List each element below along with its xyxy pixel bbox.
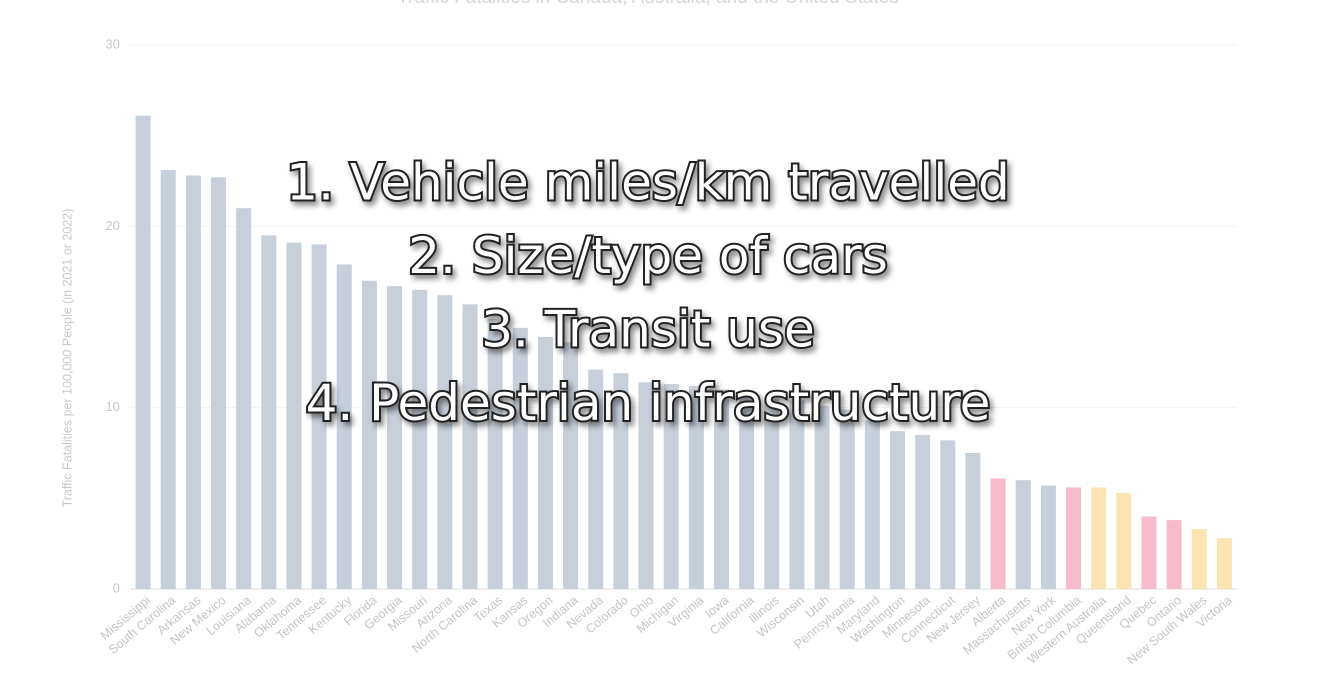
- bar: [160, 170, 176, 589]
- bar: [487, 318, 503, 589]
- bar: [915, 434, 931, 589]
- bar: [1216, 538, 1232, 589]
- bar: [563, 342, 579, 589]
- bar: [236, 208, 252, 589]
- bar: [713, 389, 729, 589]
- y-tick-label: 30: [106, 36, 120, 51]
- bar: [336, 264, 352, 589]
- bar: [1040, 485, 1056, 589]
- overlay-text: 2. Size/type of cars: [408, 227, 888, 285]
- bar: [688, 385, 704, 589]
- overlay-text: 3. Transit use: [481, 301, 815, 359]
- overlay-text: 4. Pedestrian infrastructure: [306, 374, 991, 432]
- bar: [211, 177, 227, 589]
- bar: [311, 244, 327, 589]
- bar: [1116, 492, 1132, 589]
- bar: [1191, 529, 1207, 589]
- bar: [965, 453, 981, 589]
- bar: [814, 405, 830, 589]
- overlay-text: 1. Vehicle miles/km travelled: [286, 154, 1009, 212]
- bar: [512, 327, 528, 589]
- bar: [588, 369, 604, 589]
- bar: [361, 280, 377, 589]
- bar: [462, 304, 478, 589]
- bar: [739, 393, 755, 589]
- bar: [135, 115, 151, 589]
- bar: [412, 289, 428, 589]
- y-axis-label: Traffic Fatalities per 100,000 People (i…: [60, 209, 74, 508]
- bar: [839, 409, 855, 589]
- y-tick-label: 20: [106, 218, 120, 233]
- bar: [890, 431, 906, 589]
- bar: [638, 382, 654, 589]
- bar: [261, 235, 277, 589]
- bar: [864, 420, 880, 589]
- bar: [789, 400, 805, 589]
- bar: [387, 286, 403, 589]
- bar: [185, 175, 201, 589]
- bar: [1166, 520, 1182, 589]
- overlay: 1. Vehicle miles/km travelled 2. Size/typ…: [284, 152, 1011, 435]
- chart-title: Traffic Fatalities in Canada, Australia,…: [397, 0, 899, 8]
- bar: [1015, 480, 1031, 589]
- bar: [1066, 487, 1082, 589]
- bar: [940, 440, 956, 589]
- y-tick-label: 0: [113, 580, 120, 595]
- bar: [764, 398, 780, 589]
- bar: [286, 242, 302, 590]
- bar: [990, 478, 1006, 589]
- bar: [437, 295, 453, 589]
- bar: [537, 336, 553, 589]
- bar: [663, 384, 679, 589]
- bar: [1091, 487, 1107, 589]
- bar: [1141, 516, 1157, 589]
- y-tick-label: 10: [106, 399, 120, 414]
- bar: [613, 373, 629, 589]
